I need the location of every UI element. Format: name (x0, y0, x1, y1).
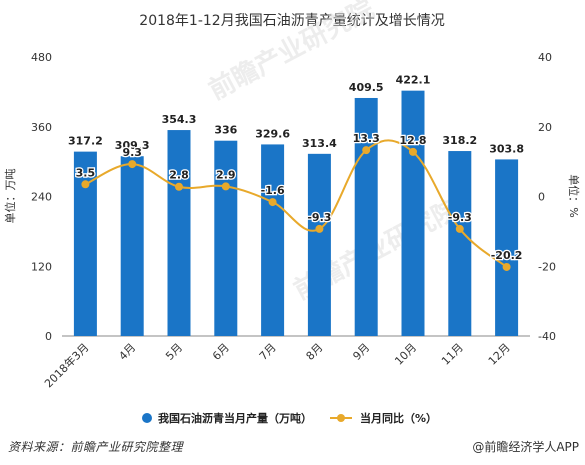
chart-title: 2018年1-12月我国石油沥青产量统计及增长情况 (139, 13, 444, 29)
bar (167, 130, 191, 336)
legend-bar-label: 我国石油沥青当月产量（万吨） (158, 411, 312, 425)
line-value-label: 2.9 (216, 168, 236, 181)
line-value-label: 2.8 (169, 169, 189, 182)
bar-value-label: 409.5 (349, 81, 384, 94)
line-value-label: -20.2 (491, 249, 523, 262)
legend-line-marker-dot (337, 414, 345, 422)
bar-value-label: 354.3 (162, 113, 197, 126)
bar (448, 151, 472, 336)
x-tick-label: 4月 (116, 341, 138, 363)
bar (495, 159, 519, 336)
x-tick-label: 2018年3月 (41, 340, 91, 390)
line-point (81, 180, 90, 189)
legend-bar-marker (142, 413, 152, 423)
line-point (268, 198, 277, 207)
x-tick-label: 8月 (304, 341, 326, 363)
line-point (175, 182, 183, 191)
legend-line-label: 当月同比（%） (360, 411, 437, 425)
y-left-tick-label: 120 (31, 260, 52, 273)
line-point (315, 224, 324, 233)
y-left-axis-title: 单位：万吨 (3, 169, 17, 224)
y-right-axis-title: 单位：% (567, 174, 581, 217)
source-note: 资料来源：前瞻产业研究院整理 (8, 440, 184, 454)
y-left-tick-label: 480 (31, 51, 52, 64)
line-value-label: 13.3 (353, 132, 380, 145)
x-tick-label: 12月 (486, 341, 513, 368)
bar-value-label: 303.8 (489, 142, 524, 155)
line-value-label: -9.3 (448, 211, 472, 224)
y-right-tick-label: 40 (538, 51, 552, 64)
bar-value-label: 336 (214, 124, 237, 137)
x-tick-label: 5月 (163, 341, 185, 363)
line-value-label: 3.5 (76, 166, 96, 179)
y-right-tick-label: -40 (538, 330, 556, 343)
bar (261, 144, 285, 336)
bar-value-label: 309.3 (115, 139, 150, 152)
bar-value-label: 318.2 (442, 134, 477, 147)
y-right-tick-label: -20 (538, 260, 556, 273)
line-point (362, 146, 371, 155)
bar (401, 90, 425, 336)
line-point (221, 182, 230, 191)
bar-value-label: 422.1 (396, 74, 431, 87)
bar (214, 140, 238, 336)
line-point (502, 262, 511, 271)
y-left-tick-label: 0 (45, 330, 52, 343)
x-tick-label: 11月 (439, 341, 466, 368)
brand-credit: @前瞻经济学人APP (472, 440, 579, 454)
bar (120, 156, 144, 336)
line-point (128, 160, 137, 169)
line-point (409, 147, 417, 156)
line-value-label: -1.6 (261, 184, 285, 197)
y-left-tick-label: 360 (31, 121, 52, 134)
line-value-label: 9.3 (122, 146, 142, 159)
bar-value-label: 313.4 (302, 137, 337, 150)
x-tick-label: 7月 (257, 341, 279, 363)
y-right-tick-label: 20 (538, 121, 552, 134)
bar (73, 151, 97, 336)
line-value-label: 12.8 (399, 134, 426, 147)
y-right-tick-label: 0 (538, 191, 545, 204)
x-tick-label: 10月 (392, 341, 419, 368)
line-series (84, 139, 508, 268)
x-tick-label: 9月 (350, 341, 372, 363)
line-point (455, 224, 464, 233)
y-left-tick-label: 240 (31, 191, 52, 204)
line-value-label: -9.3 (307, 211, 331, 224)
bar-value-label: 317.2 (68, 135, 103, 148)
bar-value-label: 329.6 (255, 127, 290, 140)
bar (307, 153, 331, 336)
x-tick-label: 6月 (210, 341, 232, 363)
